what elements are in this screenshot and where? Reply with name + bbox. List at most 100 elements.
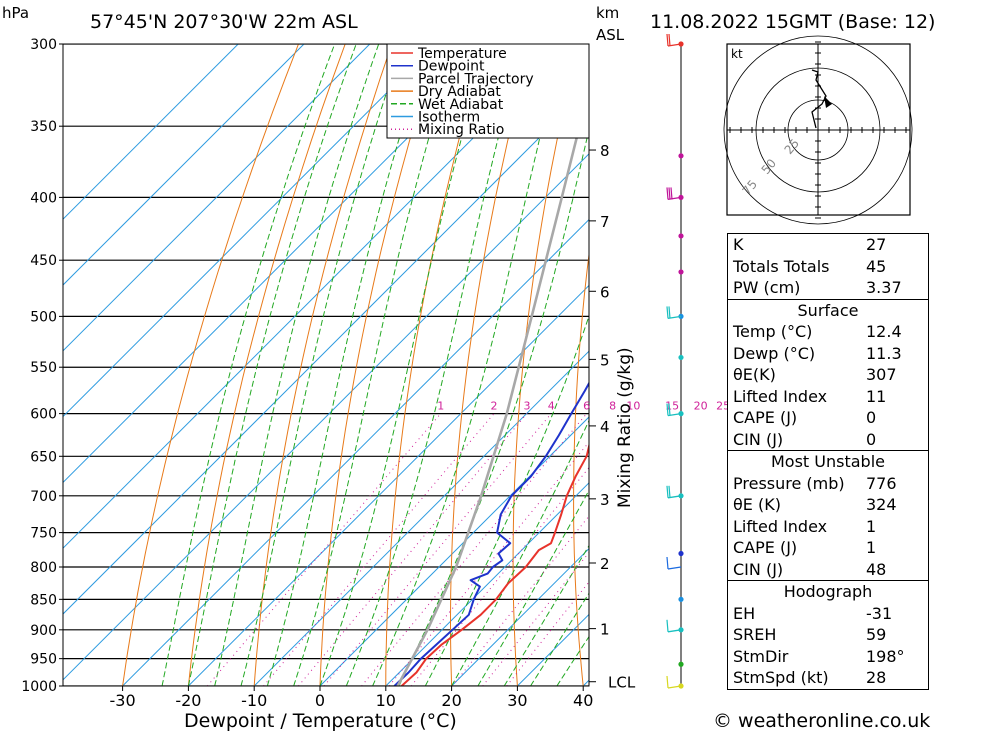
dry-adiabat [573,250,589,686]
legend-entry: Isotherm [418,110,480,126]
wind-level-dot [678,269,684,275]
series-dewpoint [393,381,589,686]
hodo-index-row: StmDir 198° [728,646,928,668]
indices-table: K 27 Totals Totals 45 PW (cm) 3.37 Surface Te… [727,233,929,690]
mixing-ratio-label: 20 [694,400,708,413]
hodo-index-row: SREH 59 [728,624,928,646]
pressure-tick-label: 300 [30,37,57,53]
legend-entry: Dry Adiabat [418,84,501,100]
mu-index-row: CIN (J) 48 [728,559,928,581]
barb-flag [666,403,669,416]
wind-level-dot [678,354,684,361]
wind-barb [666,675,682,689]
dry-adiabat [689,44,718,686]
wet-adiabat [266,44,429,686]
hodo-index-label: StmSpd (kt) [733,668,829,687]
mu-index-value: 1 [866,516,877,536]
mu-index-label: CAPE (J) [733,538,798,557]
basic-index-row: Totals Totals 45 [728,256,928,278]
plot-frame [62,43,590,687]
hodo-index-value: 28 [866,668,887,687]
wet-adiabat [187,44,357,686]
pressure-tick-label: 700 [30,489,57,505]
hodo-index-value: 59 [866,625,887,644]
isotherm-line [63,44,371,352]
surface-index-label: θE(K) [733,365,776,384]
isotherm-line [63,44,239,220]
mu-index-value: 776 [866,473,897,493]
surface-index-value: 11.3 [866,343,902,363]
isotherm-line [319,416,589,686]
hodograph-unit: kt [731,47,743,61]
mu-index-row: CAPE (J) 1 [728,537,928,559]
wind-profile [666,33,684,689]
surface-index-row: CIN (J) 0 [728,429,928,451]
dry-adiabat [950,44,1000,686]
surface-index-value: 307 [866,365,897,384]
pressure-tick-label: 500 [30,309,57,325]
dry-adiabat [319,44,439,686]
basic-index-value: 45 [866,256,887,276]
wind-level-dot [678,153,684,159]
mu-index-label: Pressure (mb) [733,473,845,493]
wet-adiabat [451,419,589,686]
mu-index-value: 48 [866,559,887,579]
barb-shaft [667,685,682,689]
surface-index-label: Dewp (°C) [733,343,816,363]
mixing-ratio-line [361,413,587,686]
surface-index-label: CAPE (J) [733,408,798,427]
hodograph-heading: Hodograph [728,580,928,603]
lcl-label: LCL [608,674,636,692]
dry-adiabat [187,44,346,686]
wet-adiabat [214,44,380,686]
x-axis-label: Dewpoint / Temperature (°C) [184,710,457,732]
basic-indices: K 27 Totals Totals 45 PW (cm) 3.37 [728,234,928,299]
surface-index-value: 11 [866,386,887,406]
hodograph-ring [723,35,913,225]
mixing-ratio-label: 4 [548,400,555,413]
series-parcel-trajectory [396,83,589,686]
barb-flag [666,306,669,319]
height-tick-label: 8 [600,142,610,160]
isotherm-line [63,153,589,681]
x-tick-label: -30 [110,691,136,710]
barb-flag [666,33,669,47]
surface-index-value: 0 [866,429,877,449]
basic-index-label: PW (cm) [733,278,801,297]
credit-text: © weatheronline.co.uk [713,710,931,732]
most-unstable-heading: Most Unstable [728,450,928,473]
legend-entry: Mixing Ratio [418,122,504,138]
mixing-ratio-label: 1 [437,400,444,413]
basic-index-row: PW (cm) 3.37 [728,277,928,299]
mu-index-value: 324 [866,495,897,514]
x-tick-label: -10 [241,691,267,710]
mixing-ratio-axis-label: Mixing Ratio (g/kg) [615,347,635,508]
barb-flag [666,187,669,200]
basic-index-label: Totals Totals [733,256,830,276]
pressure-unit-label: hPa [2,4,29,22]
legend-entry: Dewpoint [418,59,485,75]
wind-barb [666,619,682,633]
height-tick-label: 1 [600,621,610,639]
legend-entry: Wet Adiabat [418,97,504,113]
pressure-tick-label: 800 [30,560,57,576]
x-tick-label: 40 [573,691,593,710]
wind-level-dot [678,233,684,239]
isotherm-line [63,44,502,484]
height-unit-asl: ASL [596,26,625,44]
wind-barb [666,306,682,320]
most-unstable-indices: Pressure (mb) 776 θE (K) 324 Lifted Index 1 CA… [728,473,928,581]
pressure-tick-label: 450 [30,253,57,269]
height-tick-label: 2 [600,555,610,573]
barb-flag [668,485,671,498]
surface-index-row: Dewp (°C) 11.3 [728,343,928,365]
isotherm-line [385,482,589,686]
wind-barb [666,33,682,47]
wet-adiabat [345,44,524,686]
isotherm-line [122,218,589,686]
barb-flag [666,675,669,689]
dry-adiabat [632,44,671,686]
isotherm-line [63,44,436,418]
storm-motion-marker [824,96,832,108]
